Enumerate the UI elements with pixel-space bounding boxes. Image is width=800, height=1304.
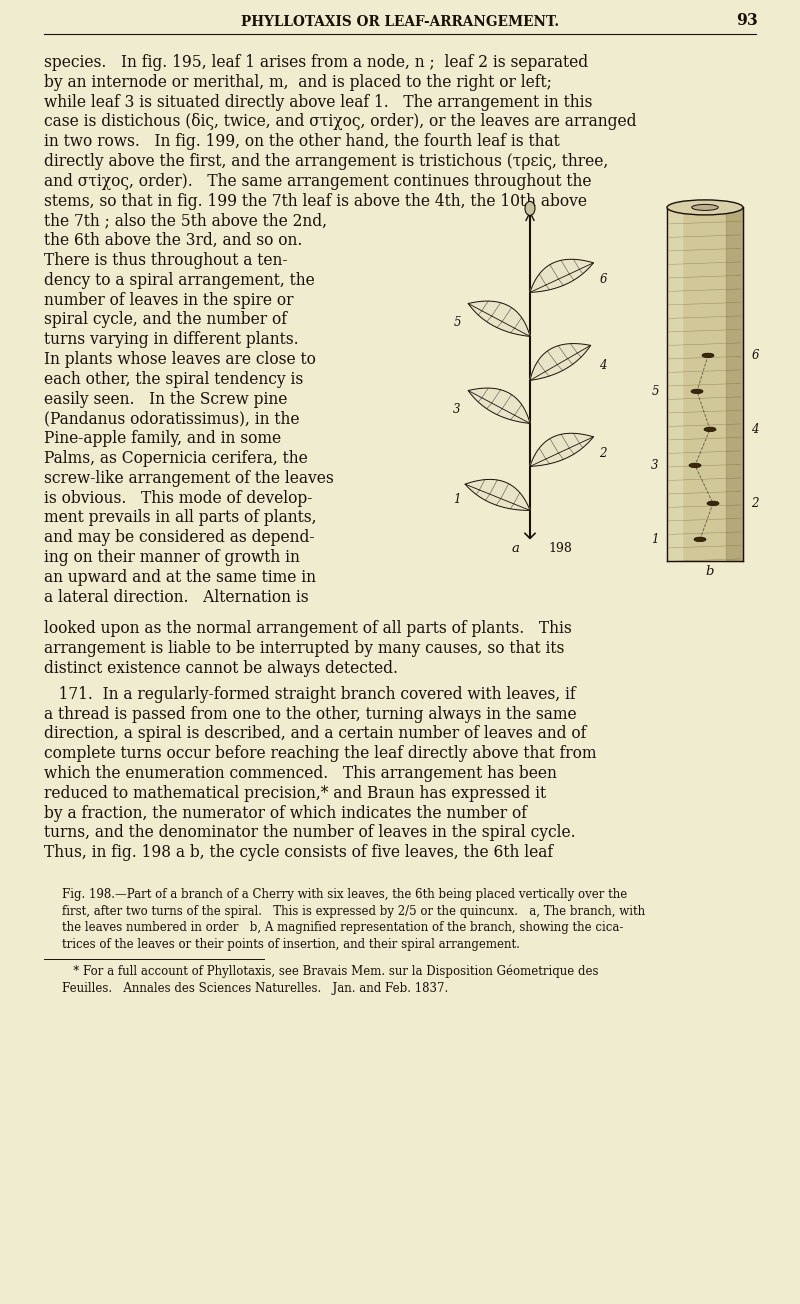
Text: 2: 2 [599,447,606,460]
Text: species.   In fig. 195, leaf 1 arises from a node, n ;  leaf 2 is separated: species. In fig. 195, leaf 1 arises from… [44,53,588,70]
Text: reduced to mathematical precision,* and Braun has expressed it: reduced to mathematical precision,* and … [44,785,546,802]
Text: There is thus throughout a ten-: There is thus throughout a ten- [44,252,287,269]
Text: (Pandanus odoratissimus), in the: (Pandanus odoratissimus), in the [44,411,299,428]
Text: while leaf 3 is situated directly above leaf 1.   The arrangement in this: while leaf 3 is situated directly above … [44,94,592,111]
Text: in two rows.   In fig. 199, on the other hand, the fourth leaf is that: in two rows. In fig. 199, on the other h… [44,133,560,150]
Text: looked upon as the normal arrangement of all parts of plants.   This: looked upon as the normal arrangement of… [44,621,572,638]
Polygon shape [726,207,743,562]
Ellipse shape [702,353,714,357]
Text: easily seen.   In the Screw pine: easily seen. In the Screw pine [44,391,287,408]
Text: Palms, as Copernicia cerifera, the: Palms, as Copernicia cerifera, the [44,450,308,467]
Text: 6: 6 [751,349,758,363]
Text: by an internode or merithal, m,  and is placed to the right or left;: by an internode or merithal, m, and is p… [44,74,552,91]
Text: first, after two turns of the spiral.   This is expressed by 2/5 or the quincunx: first, after two turns of the spiral. Th… [62,905,645,918]
Text: b: b [706,566,714,579]
Text: PHYLLOTAXIS OR LEAF-ARRANGEMENT.: PHYLLOTAXIS OR LEAF-ARRANGEMENT. [241,16,559,29]
Text: turns, and the denominator the number of leaves in the spiral cycle.: turns, and the denominator the number of… [44,824,576,841]
Text: 6: 6 [599,274,606,286]
Text: an upward and at the same time in: an upward and at the same time in [44,569,316,585]
Text: 3: 3 [651,459,658,472]
Text: 3: 3 [454,403,461,416]
Text: Fig. 198.—Part of a branch of a Cherry with six leaves, the 6th being placed ver: Fig. 198.—Part of a branch of a Cherry w… [62,888,627,901]
Text: ing on their manner of growth in: ing on their manner of growth in [44,549,300,566]
Text: turns varying in different plants.: turns varying in different plants. [44,331,298,348]
Text: In plants whose leaves are close to: In plants whose leaves are close to [44,351,316,368]
Text: case is distichous (δiς, twice, and στiχoς, order), or the leaves are arranged: case is distichous (δiς, twice, and στiχ… [44,113,637,130]
Text: screw-like arrangement of the leaves: screw-like arrangement of the leaves [44,469,334,486]
Text: complete turns occur before reaching the leaf directly above that from: complete turns occur before reaching the… [44,745,597,762]
Text: spiral cycle, and the number of: spiral cycle, and the number of [44,312,287,329]
Polygon shape [530,259,594,292]
Ellipse shape [692,205,718,210]
Text: 5: 5 [651,385,658,398]
Text: dency to a spiral arrangement, the: dency to a spiral arrangement, the [44,271,314,288]
Ellipse shape [689,463,701,468]
Text: 171.  In a regularly-formed straight branch covered with leaves, if: 171. In a regularly-formed straight bran… [44,686,576,703]
Text: 4: 4 [751,422,758,436]
Text: 4: 4 [599,359,606,372]
Text: trices of the leaves or their points of insertion, and their spiral arrangement.: trices of the leaves or their points of … [62,938,520,951]
Polygon shape [667,207,682,562]
Text: arrangement is liable to be interrupted by many causes, so that its: arrangement is liable to be interrupted … [44,640,564,657]
Polygon shape [667,207,743,562]
Polygon shape [468,301,530,336]
Polygon shape [530,433,594,467]
Text: Pine-apple family, and in some: Pine-apple family, and in some [44,430,281,447]
Text: * For a full account of Phyllotaxis, see Bravais Mem. sur la Disposition Géometr: * For a full account of Phyllotaxis, see… [62,965,598,978]
Ellipse shape [704,428,716,432]
Text: 1: 1 [454,493,461,506]
Text: direction, a spiral is described, and a certain number of leaves and of: direction, a spiral is described, and a … [44,725,586,742]
Text: Thus, in fig. 198 a b, the cycle consists of five leaves, the 6th leaf: Thus, in fig. 198 a b, the cycle consist… [44,844,553,861]
Text: the leaves numbered in order   b, A magnified representation of the branch, show: the leaves numbered in order b, A magnif… [62,922,623,935]
Text: and στiχoς, order).   The same arrangement continues throughout the: and στiχoς, order). The same arrangement… [44,173,591,190]
Polygon shape [468,389,530,424]
Ellipse shape [667,200,743,215]
Text: 93: 93 [736,12,758,29]
Text: a thread is passed from one to the other, turning always in the same: a thread is passed from one to the other… [44,705,577,722]
Text: stems, so that in fig. 199 the 7th leaf is above the 4th, the 10th above: stems, so that in fig. 199 the 7th leaf … [44,193,587,210]
Text: which the enumeration commenced.   This arrangement has been: which the enumeration commenced. This ar… [44,765,557,782]
Ellipse shape [691,389,703,394]
Polygon shape [465,480,530,510]
Text: and may be considered as depend-: and may be considered as depend- [44,529,314,546]
Text: 5: 5 [454,316,461,329]
Text: the 6th above the 3rd, and so on.: the 6th above the 3rd, and so on. [44,232,302,249]
Text: each other, the spiral tendency is: each other, the spiral tendency is [44,370,303,387]
Text: is obvious.   This mode of develop-: is obvious. This mode of develop- [44,489,312,506]
Text: by a fraction, the numerator of which indicates the number of: by a fraction, the numerator of which in… [44,805,527,822]
Text: a: a [511,542,519,556]
Ellipse shape [694,537,706,541]
Text: the 7th ; also the 5th above the 2nd,: the 7th ; also the 5th above the 2nd, [44,213,327,230]
Text: ment prevails in all parts of plants,: ment prevails in all parts of plants, [44,510,317,527]
Text: a lateral direction.   Alternation is: a lateral direction. Alternation is [44,588,309,605]
Text: 198: 198 [548,542,572,556]
Text: Feuilles.   Annales des Sciences Naturelles.   Jan. and Feb. 1837.: Feuilles. Annales des Sciences Naturelle… [62,982,448,995]
Text: 1: 1 [651,533,658,546]
Polygon shape [530,343,590,381]
Text: distinct existence cannot be always detected.: distinct existence cannot be always dete… [44,660,398,677]
Text: 2: 2 [751,497,758,510]
Text: number of leaves in the spire or: number of leaves in the spire or [44,292,294,309]
Ellipse shape [707,501,719,506]
Text: directly above the first, and the arrangement is tristichous (τρεiς, three,: directly above the first, and the arrang… [44,153,608,170]
Ellipse shape [525,201,535,215]
